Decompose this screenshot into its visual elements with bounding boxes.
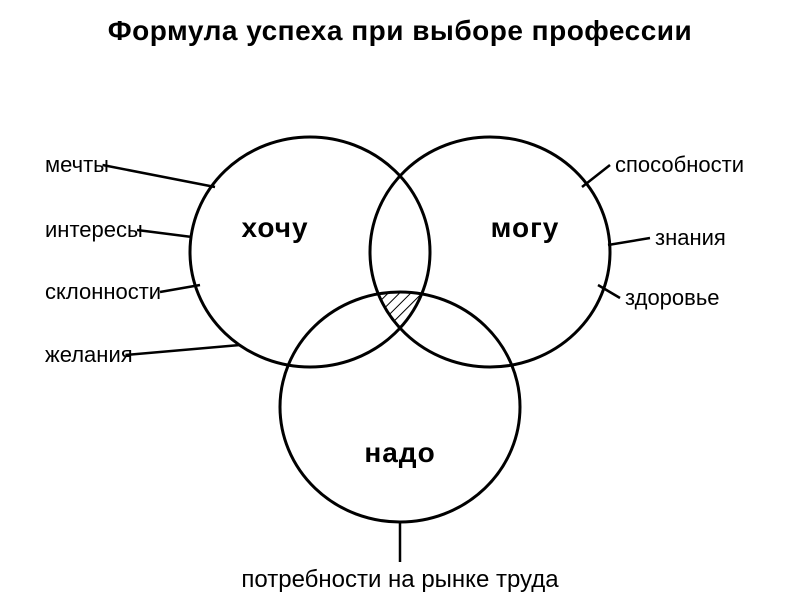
left-label-1: интересы (45, 217, 143, 242)
circle-left-label: хочу (241, 212, 308, 243)
venn-diagram: хочу могу надо мечты интересы склонности же… (0, 47, 800, 602)
diagram-title: Формула успеха при выборе профессии (0, 0, 800, 47)
left-leader-3 (126, 345, 241, 355)
left-leader-2 (160, 285, 200, 292)
left-leader-0 (103, 165, 216, 187)
left-leader-1 (137, 230, 192, 237)
left-labels-group: мечты интересы склонности желания (45, 152, 240, 367)
bottom-label: потребности на рынке труда (241, 566, 559, 593)
circle-bottom-label: надо (364, 437, 435, 468)
left-label-0: мечты (45, 152, 109, 177)
center-hatch (0, 47, 800, 602)
circle-right-label: могу (491, 212, 560, 243)
right-leader-1 (608, 238, 650, 245)
right-label-0: способности (615, 152, 744, 177)
right-label-2: здоровье (625, 285, 720, 310)
left-label-3: желания (45, 342, 133, 367)
right-label-1: знания (655, 225, 726, 250)
right-labels-group: способности знания здоровье (582, 152, 744, 310)
right-leader-0 (582, 165, 610, 187)
left-label-2: склонности (45, 279, 161, 304)
